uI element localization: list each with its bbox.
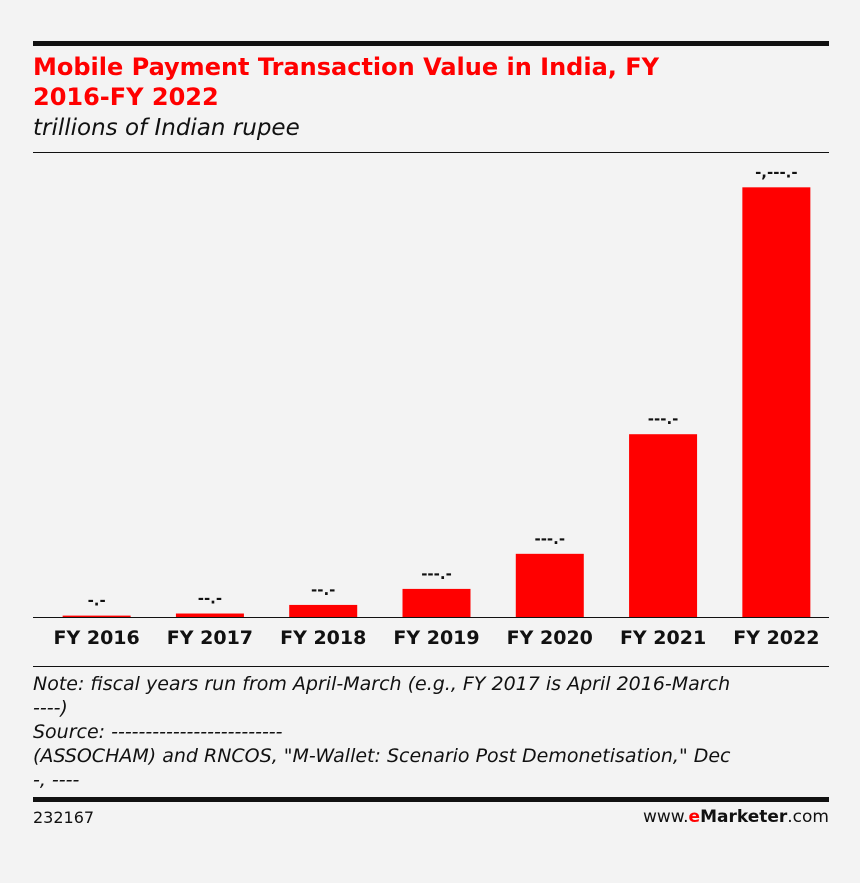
data-label: ---.- [534,530,565,548]
note-line-2: ----) [33,697,68,719]
brand-prefix: www. [642,807,689,827]
emarketer-logo: www.eMarketer.com [643,807,829,827]
brand-e: e [688,807,701,827]
x-tick-label: FY 2016 [54,627,140,649]
header-divider [33,152,829,153]
x-tick-label: FY 2020 [507,627,593,649]
x-tick-label: FY 2021 [620,627,706,649]
data-label: -,---.- [755,163,798,181]
bottom-rule [33,797,829,802]
note-divider [33,666,829,667]
data-label: -.- [88,592,106,610]
title-line-2: 2016-FY 2022 [33,83,219,111]
top-rule [33,41,829,46]
x-tick-label: FY 2017 [167,627,253,649]
bar-fy-2021 [629,434,698,617]
bar-fy-2019 [402,588,471,617]
bar-fy-2016 [62,615,131,617]
bar-fy-2022 [742,187,811,618]
x-tick-label: FY 2022 [733,627,819,649]
source-line-3: -, ---- [33,769,80,791]
source-line-1: Source: ------------------------- [33,721,283,743]
bar-fy-2020 [515,553,584,617]
data-label: --.- [198,590,222,608]
chart-subtitle: trillions of Indian rupee [33,115,300,141]
footnote: Note: fiscal years run from April-March … [33,672,829,792]
bar-fy-2017 [175,613,244,617]
x-tick-label: FY 2019 [393,627,479,649]
data-label: ---.- [648,410,679,428]
chart-id: 232167 [33,808,95,827]
chart-title: Mobile Payment Transaction Value in Indi… [33,52,773,112]
brand-name: Marketer [700,807,788,827]
source-line-2: (ASSOCHAM) and RNCOS, "M-Wallet: Scenari… [33,745,731,767]
bar-chart: -.- FY 2016 --.- FY 2017 --.- FY 2018 ---.- FY … [33,163,829,649]
x-tick-label: FY 2018 [280,627,366,649]
brand-suffix: .com [787,807,829,827]
note-line-1: Note: fiscal years run from April-March … [33,673,731,695]
data-label: ---.- [421,565,452,583]
title-line-1: Mobile Payment Transaction Value in Indi… [33,53,660,81]
bar-fy-2018 [289,604,358,617]
data-label: --.- [311,581,335,599]
